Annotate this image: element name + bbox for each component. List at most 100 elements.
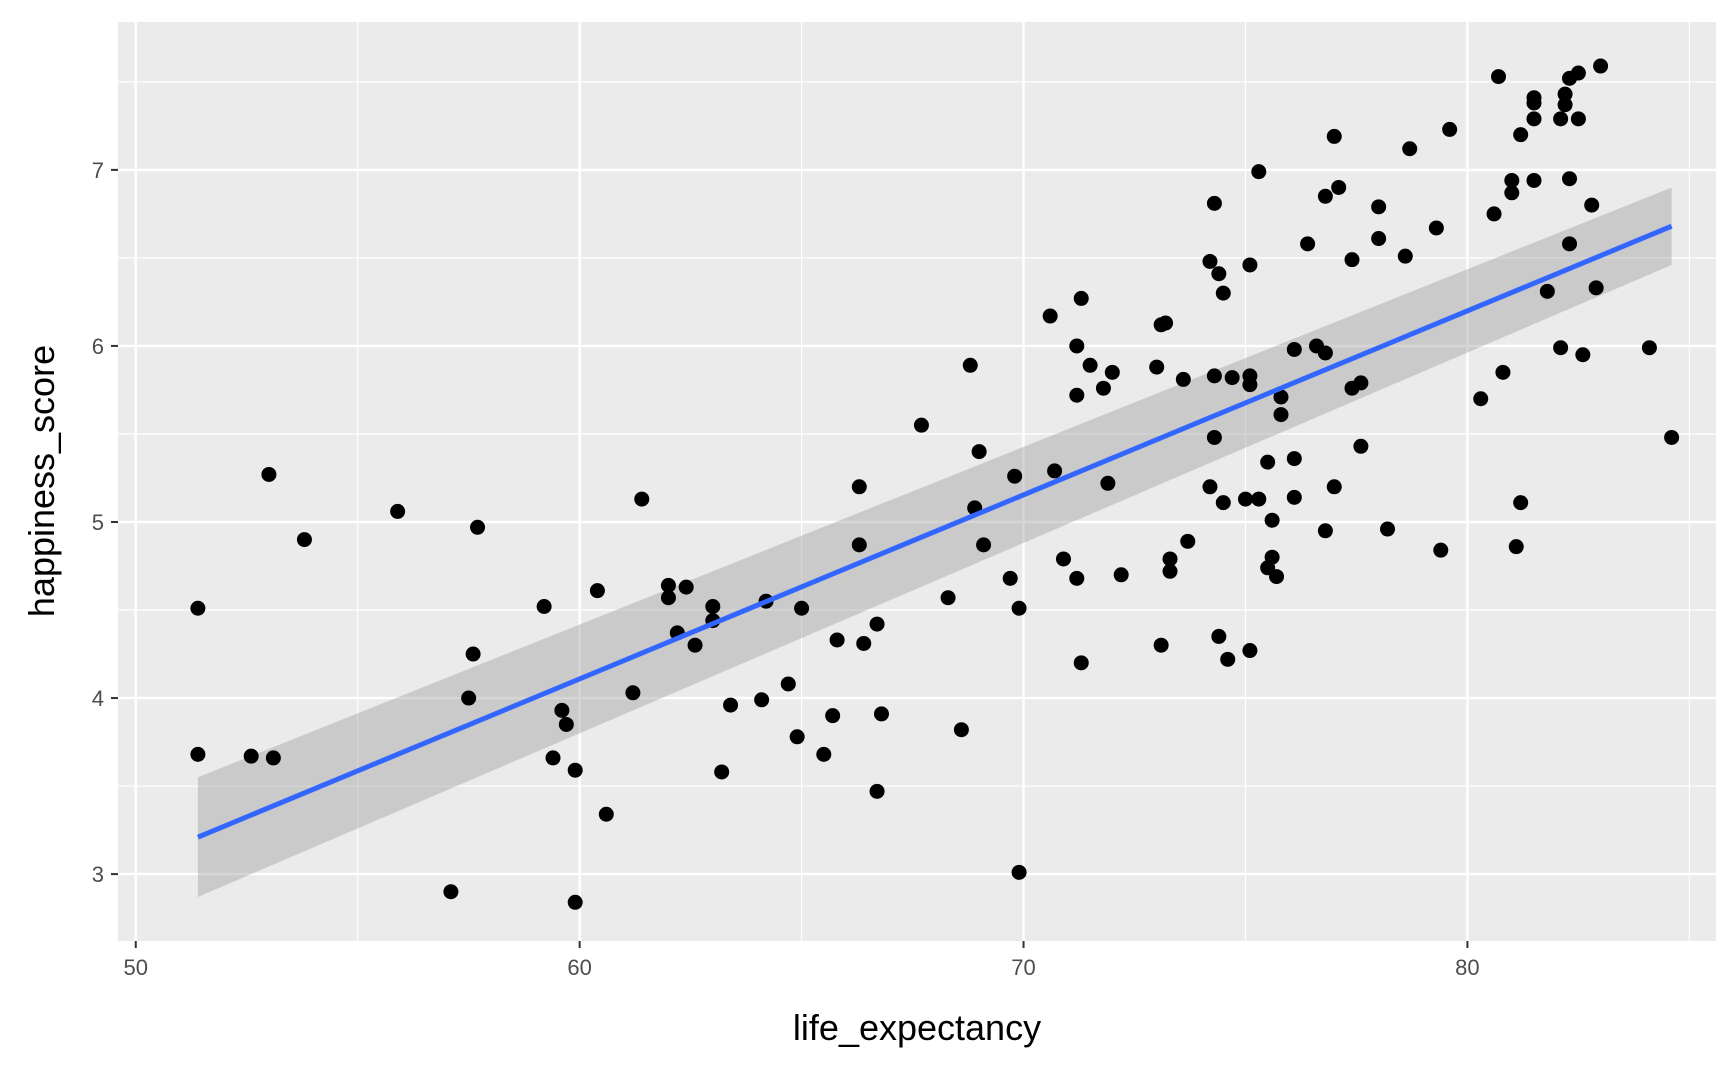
data-point — [856, 635, 872, 651]
data-point — [1433, 542, 1449, 558]
data-point — [962, 357, 978, 373]
data-point — [1575, 347, 1591, 363]
data-point — [1260, 454, 1276, 470]
x-tick-label: 70 — [1011, 955, 1035, 980]
data-point — [851, 479, 867, 495]
data-point — [465, 646, 481, 662]
data-point — [1526, 95, 1542, 111]
data-point — [1526, 111, 1542, 127]
data-point — [1202, 253, 1218, 269]
data-point — [825, 708, 841, 724]
y-tick-label: 5 — [92, 510, 104, 535]
data-point — [1557, 86, 1573, 102]
data-points — [190, 58, 1680, 910]
data-point — [851, 537, 867, 553]
data-point — [1162, 551, 1178, 567]
data-point — [1664, 429, 1680, 445]
x-tick-label: 60 — [567, 955, 591, 980]
data-point — [243, 748, 259, 764]
data-point — [1317, 523, 1333, 539]
data-point — [1095, 380, 1111, 396]
data-point — [780, 676, 796, 692]
data-point — [1553, 111, 1569, 127]
data-point — [1526, 172, 1542, 188]
data-point — [1082, 357, 1098, 373]
data-point — [1069, 387, 1085, 403]
data-point — [1286, 341, 1302, 357]
data-point — [1570, 65, 1586, 81]
y-tick-label: 7 — [92, 158, 104, 183]
data-point — [1562, 171, 1578, 187]
data-point — [1224, 370, 1240, 386]
data-point — [190, 746, 206, 762]
data-point — [1286, 489, 1302, 505]
data-point — [1215, 285, 1231, 301]
data-point — [1300, 236, 1316, 252]
data-point — [1215, 495, 1231, 511]
data-point — [1397, 248, 1413, 264]
data-point — [1206, 368, 1222, 384]
data-point — [1211, 628, 1227, 644]
data-point — [1371, 231, 1387, 247]
data-point — [1473, 391, 1489, 407]
data-point — [687, 637, 703, 653]
x-tick-label: 80 — [1455, 955, 1479, 980]
data-point — [1237, 491, 1253, 507]
data-point — [1206, 429, 1222, 445]
data-point — [1055, 551, 1071, 567]
data-point — [1273, 407, 1289, 423]
y-tick-label: 3 — [92, 862, 104, 887]
data-point — [1100, 475, 1116, 491]
data-point — [794, 600, 810, 616]
data-point — [1504, 185, 1520, 201]
data-point — [940, 590, 956, 606]
data-point — [1584, 197, 1600, 213]
y-tick-label: 4 — [92, 686, 104, 711]
data-point — [1442, 121, 1458, 137]
y-axis-title: happiness_score — [21, 345, 62, 617]
data-point — [545, 750, 561, 766]
data-point — [190, 600, 206, 616]
data-point — [660, 590, 676, 606]
data-point — [536, 598, 552, 614]
axis-ticks: 50 60 70 80 3 4 5 6 7 — [92, 158, 1480, 980]
data-point — [1242, 643, 1258, 659]
data-point — [1069, 570, 1085, 586]
data-point — [1326, 479, 1342, 495]
data-point — [1202, 479, 1218, 495]
data-point — [598, 806, 614, 822]
data-point — [1047, 463, 1063, 479]
data-point — [1490, 69, 1506, 85]
data-point — [1251, 164, 1267, 180]
data-point — [723, 697, 739, 713]
data-point — [1206, 195, 1222, 211]
data-point — [1011, 600, 1027, 616]
data-point — [1513, 495, 1529, 511]
data-point — [754, 692, 770, 708]
data-point — [589, 583, 605, 599]
data-point — [976, 537, 992, 553]
data-point — [558, 716, 574, 732]
data-point — [1042, 308, 1058, 324]
data-point — [1007, 468, 1023, 484]
data-point — [1073, 290, 1089, 306]
data-point — [1562, 236, 1578, 252]
data-point — [1149, 359, 1165, 375]
data-point — [971, 444, 987, 460]
data-point — [261, 466, 277, 482]
data-point — [567, 894, 583, 910]
data-point — [1073, 655, 1089, 671]
data-point — [1353, 438, 1369, 454]
data-point — [296, 532, 312, 548]
data-point — [1251, 491, 1267, 507]
y-tick-label: 6 — [92, 334, 104, 359]
data-point — [390, 503, 406, 519]
data-point — [1641, 340, 1657, 356]
regression-line-layer — [196, 223, 1673, 840]
data-point — [1557, 97, 1573, 113]
data-point — [1371, 199, 1387, 215]
data-point — [1175, 371, 1191, 387]
data-point — [554, 702, 570, 718]
data-point — [1269, 569, 1285, 585]
